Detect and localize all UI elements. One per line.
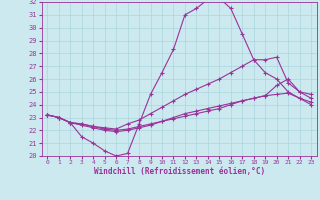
X-axis label: Windchill (Refroidissement éolien,°C): Windchill (Refroidissement éolien,°C) xyxy=(94,167,265,176)
